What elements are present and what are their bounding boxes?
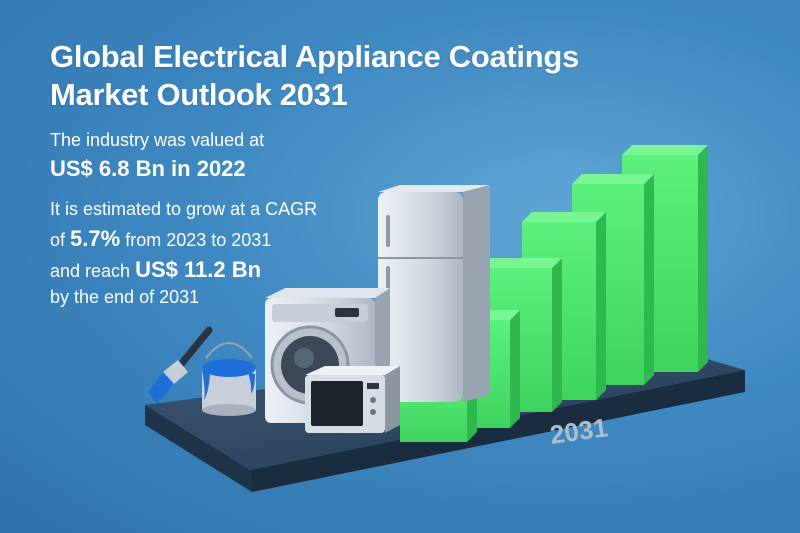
growth-prefix: of [50, 230, 66, 250]
cagr-value: 5.7% [70, 226, 121, 251]
refrigerator-icon [378, 185, 490, 402]
reach-amount: US$ 11.2 Bn [135, 257, 262, 282]
reach-suffix: by the end of 2031 [50, 287, 200, 307]
valued-intro: The industry was valued at [50, 130, 265, 150]
title-line-1: Global Electrical Appliance Coatings [50, 39, 579, 74]
microwave-icon [305, 366, 400, 433]
reach-line: and reach US$ 11.2 Bn [50, 257, 261, 283]
growth-period: from 2023 to 2031 [125, 230, 272, 250]
growth-bars [400, 145, 708, 442]
valued-amount: US$ 6.8 Bn in 2022 [50, 156, 246, 181]
growth-line: of 5.7% from 2023 to 2031 [50, 226, 271, 252]
paintbrush-icon [148, 326, 213, 404]
title-line-2: Market Outlook 2031 [50, 77, 348, 112]
reach-prefix: and reach [50, 261, 131, 281]
paint-can-icon [202, 342, 256, 416]
growth-intro: It is estimated to grow at a CAGR [50, 199, 318, 219]
